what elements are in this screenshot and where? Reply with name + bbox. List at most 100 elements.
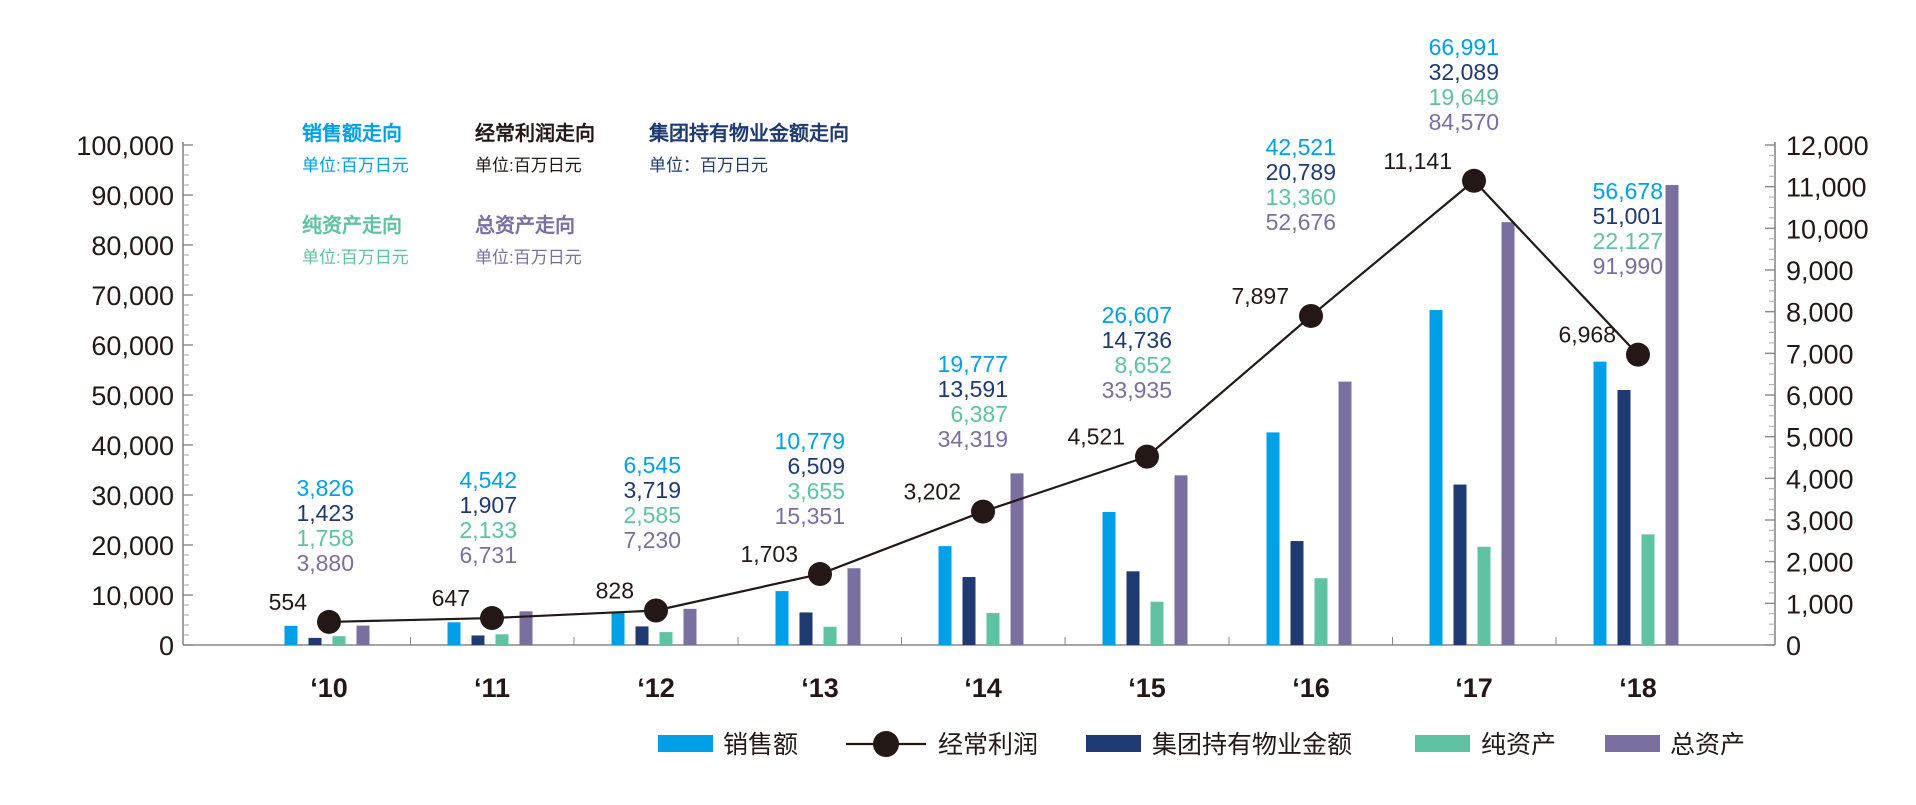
bar-data-label-1: 3,826: [296, 475, 354, 501]
legend-swatch: [1086, 735, 1141, 752]
legend-label: 集团持有物业金额: [1152, 731, 1352, 759]
bar-data-label-4: 7,230: [623, 527, 681, 553]
profit-data-label: 6,968: [1558, 322, 1616, 348]
bar-3: [1641, 534, 1655, 645]
bar-2: [799, 612, 813, 645]
bar-4: [356, 625, 370, 645]
right-tick-label: 6,000: [1786, 381, 1854, 411]
header-legend-unit: 单位:百万日元: [302, 248, 409, 267]
bar-2: [1290, 541, 1304, 645]
bar-data-label-3: 3,655: [787, 478, 845, 504]
bar-data-label-2: 32,089: [1429, 59, 1499, 85]
left-tick-label: 80,000: [91, 231, 174, 261]
bar-1: [1266, 432, 1280, 645]
left-tick-label: 0: [159, 631, 174, 661]
bar-4: [1338, 381, 1352, 645]
legend-swatch: [1605, 735, 1660, 752]
right-tick-label: 12,000: [1786, 131, 1869, 161]
profit-point: [1626, 342, 1650, 367]
right-tick-label: 0: [1786, 631, 1801, 661]
bar-3: [659, 632, 673, 645]
bar-data-label-3: 8,652: [1114, 352, 1172, 378]
right-tick-label: 7,000: [1786, 339, 1854, 369]
profit-data-label: 7,897: [1231, 283, 1289, 309]
left-tick-label: 100,000: [76, 131, 174, 161]
bar-data-label-2: 6,509: [787, 453, 845, 479]
profit-point: [317, 609, 341, 634]
bar-data-label-2: 1,907: [459, 492, 517, 518]
left-tick-label: 20,000: [91, 531, 174, 561]
bar-4: [1501, 222, 1515, 645]
bar-1: [1102, 511, 1116, 645]
profit-point: [971, 499, 995, 524]
bar-data-label-4: 34,319: [938, 426, 1008, 452]
bar-3: [1150, 601, 1164, 645]
bar-2: [1126, 571, 1140, 645]
x-category-label: ‘18: [1619, 673, 1657, 703]
right-tick-label: 9,000: [1786, 256, 1854, 286]
left-tick-label: 10,000: [91, 581, 174, 611]
right-tick-label: 11,000: [1786, 173, 1867, 203]
left-tick-label: 50,000: [91, 381, 174, 411]
bar-4: [519, 611, 533, 645]
bar-data-label-3: 2,585: [623, 502, 681, 528]
profit-data-label: 4,521: [1067, 424, 1125, 450]
bar-data-label-3: 22,127: [1593, 228, 1663, 254]
bar-data-label-1: 66,991: [1429, 34, 1499, 60]
legend-swatch: [1415, 735, 1470, 752]
bar-data-label-1: 19,777: [938, 351, 1008, 377]
right-tick-label: 8,000: [1786, 298, 1854, 328]
bar-1: [284, 625, 298, 645]
bar-2: [1453, 484, 1467, 645]
x-category-label: ‘11: [474, 673, 510, 703]
profit-data-label: 647: [432, 585, 470, 611]
bar-1: [775, 591, 789, 645]
bar-3: [332, 636, 346, 645]
legend-label: 纯资产: [1481, 731, 1556, 759]
bar-3: [823, 626, 837, 645]
bar-data-label-2: 13,591: [938, 376, 1008, 402]
profit-point: [480, 606, 504, 631]
bar-data-label-2: 51,001: [1593, 203, 1663, 229]
x-category-label: ‘14: [964, 673, 1002, 703]
header-legend-unit: 单位:百万日元: [475, 156, 582, 175]
bar-3: [1314, 578, 1328, 645]
bar-data-label-4: 15,351: [775, 503, 845, 529]
bar-1: [1429, 310, 1443, 645]
header-legend-title: 经常利润走向: [475, 121, 595, 145]
legend-label: 销售额: [723, 731, 798, 759]
bar-data-label-1: 6,545: [623, 452, 681, 478]
x-category-label: ‘17: [1455, 673, 1493, 703]
bar-data-label-1: 4,542: [459, 467, 517, 493]
bar-1: [611, 612, 625, 645]
bar-2: [308, 637, 322, 645]
legend-label: 总资产: [1670, 731, 1745, 759]
x-category-label: ‘12: [637, 673, 675, 703]
left-tick-label: 30,000: [91, 481, 174, 511]
bar-data-label-1: 10,779: [775, 428, 845, 454]
profit-point: [1299, 303, 1323, 328]
profit-point: [644, 598, 668, 623]
bar-data-label-4: 3,880: [296, 550, 354, 576]
right-tick-label: 1,000: [1786, 589, 1854, 619]
profit-data-label: 3,202: [903, 479, 961, 505]
x-category-label: ‘16: [1292, 673, 1330, 703]
bar-3: [1477, 546, 1491, 645]
bar-4: [1665, 185, 1679, 646]
bar-data-label-2: 3,719: [623, 477, 681, 503]
profit-point: [808, 562, 832, 587]
bar-1: [447, 622, 461, 645]
header-legend-unit: 单位:百万日元: [475, 248, 582, 267]
bar-data-label-4: 33,935: [1102, 377, 1172, 403]
bar-2: [471, 635, 485, 645]
bar-2: [635, 626, 649, 645]
header-legend-title: 集团持有物业金额走向: [648, 121, 849, 145]
left-tick-label: 60,000: [91, 331, 174, 361]
bar-data-label-3: 6,387: [950, 401, 1008, 427]
right-tick-label: 3,000: [1786, 506, 1854, 536]
bar-1: [1593, 361, 1607, 645]
bar-3: [986, 613, 1000, 645]
right-tick-label: 2,000: [1786, 548, 1854, 578]
